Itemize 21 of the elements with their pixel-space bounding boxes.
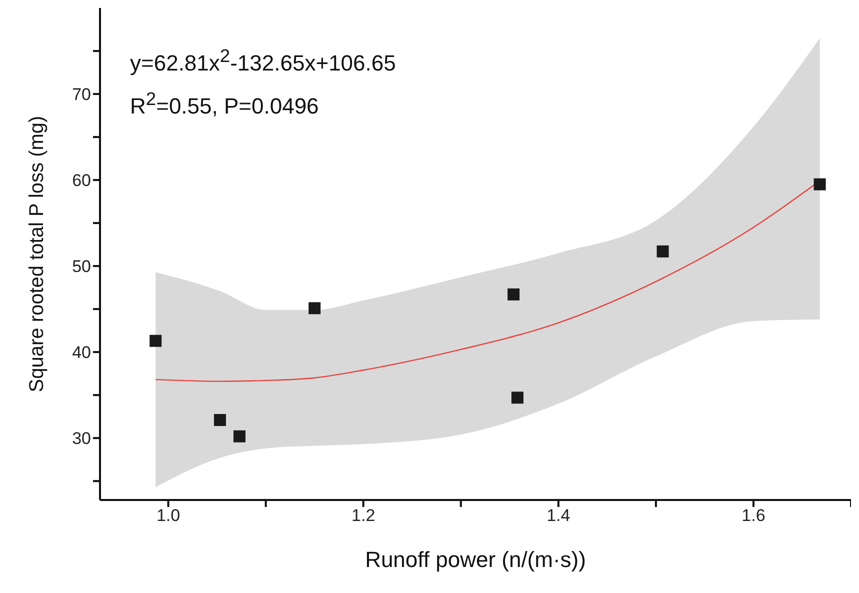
x-tick-label: 1.2 bbox=[352, 506, 376, 526]
y-tick-label: 70 bbox=[72, 85, 91, 104]
x-tick-label: 1.4 bbox=[546, 506, 570, 526]
annotation: R$^{2}$=0.55, P=0.0496 bbox=[130, 87, 320, 121]
x-axis-title: Runoff power (n/(m·s)) bbox=[365, 547, 586, 572]
annotation: y=62.81x$^{2}$-132.65x+106.65 bbox=[130, 44, 396, 78]
point bbox=[511, 392, 524, 404]
point bbox=[150, 334, 162, 347]
y-tick-label: 40 bbox=[72, 343, 91, 362]
x-tick-label: 1.6 bbox=[742, 506, 766, 526]
point bbox=[233, 430, 246, 442]
x-tick-label: 1.0 bbox=[156, 506, 180, 526]
y-tick-label: 30 bbox=[72, 429, 91, 448]
point bbox=[814, 178, 826, 190]
y-axis-title: Square rooted total P loss (mg) bbox=[26, 116, 48, 392]
point bbox=[308, 302, 321, 314]
point bbox=[508, 288, 520, 300]
y-tick-label: 50 bbox=[72, 257, 91, 276]
point bbox=[214, 414, 226, 426]
point bbox=[656, 245, 669, 258]
y-tick-label: 60 bbox=[72, 171, 91, 190]
